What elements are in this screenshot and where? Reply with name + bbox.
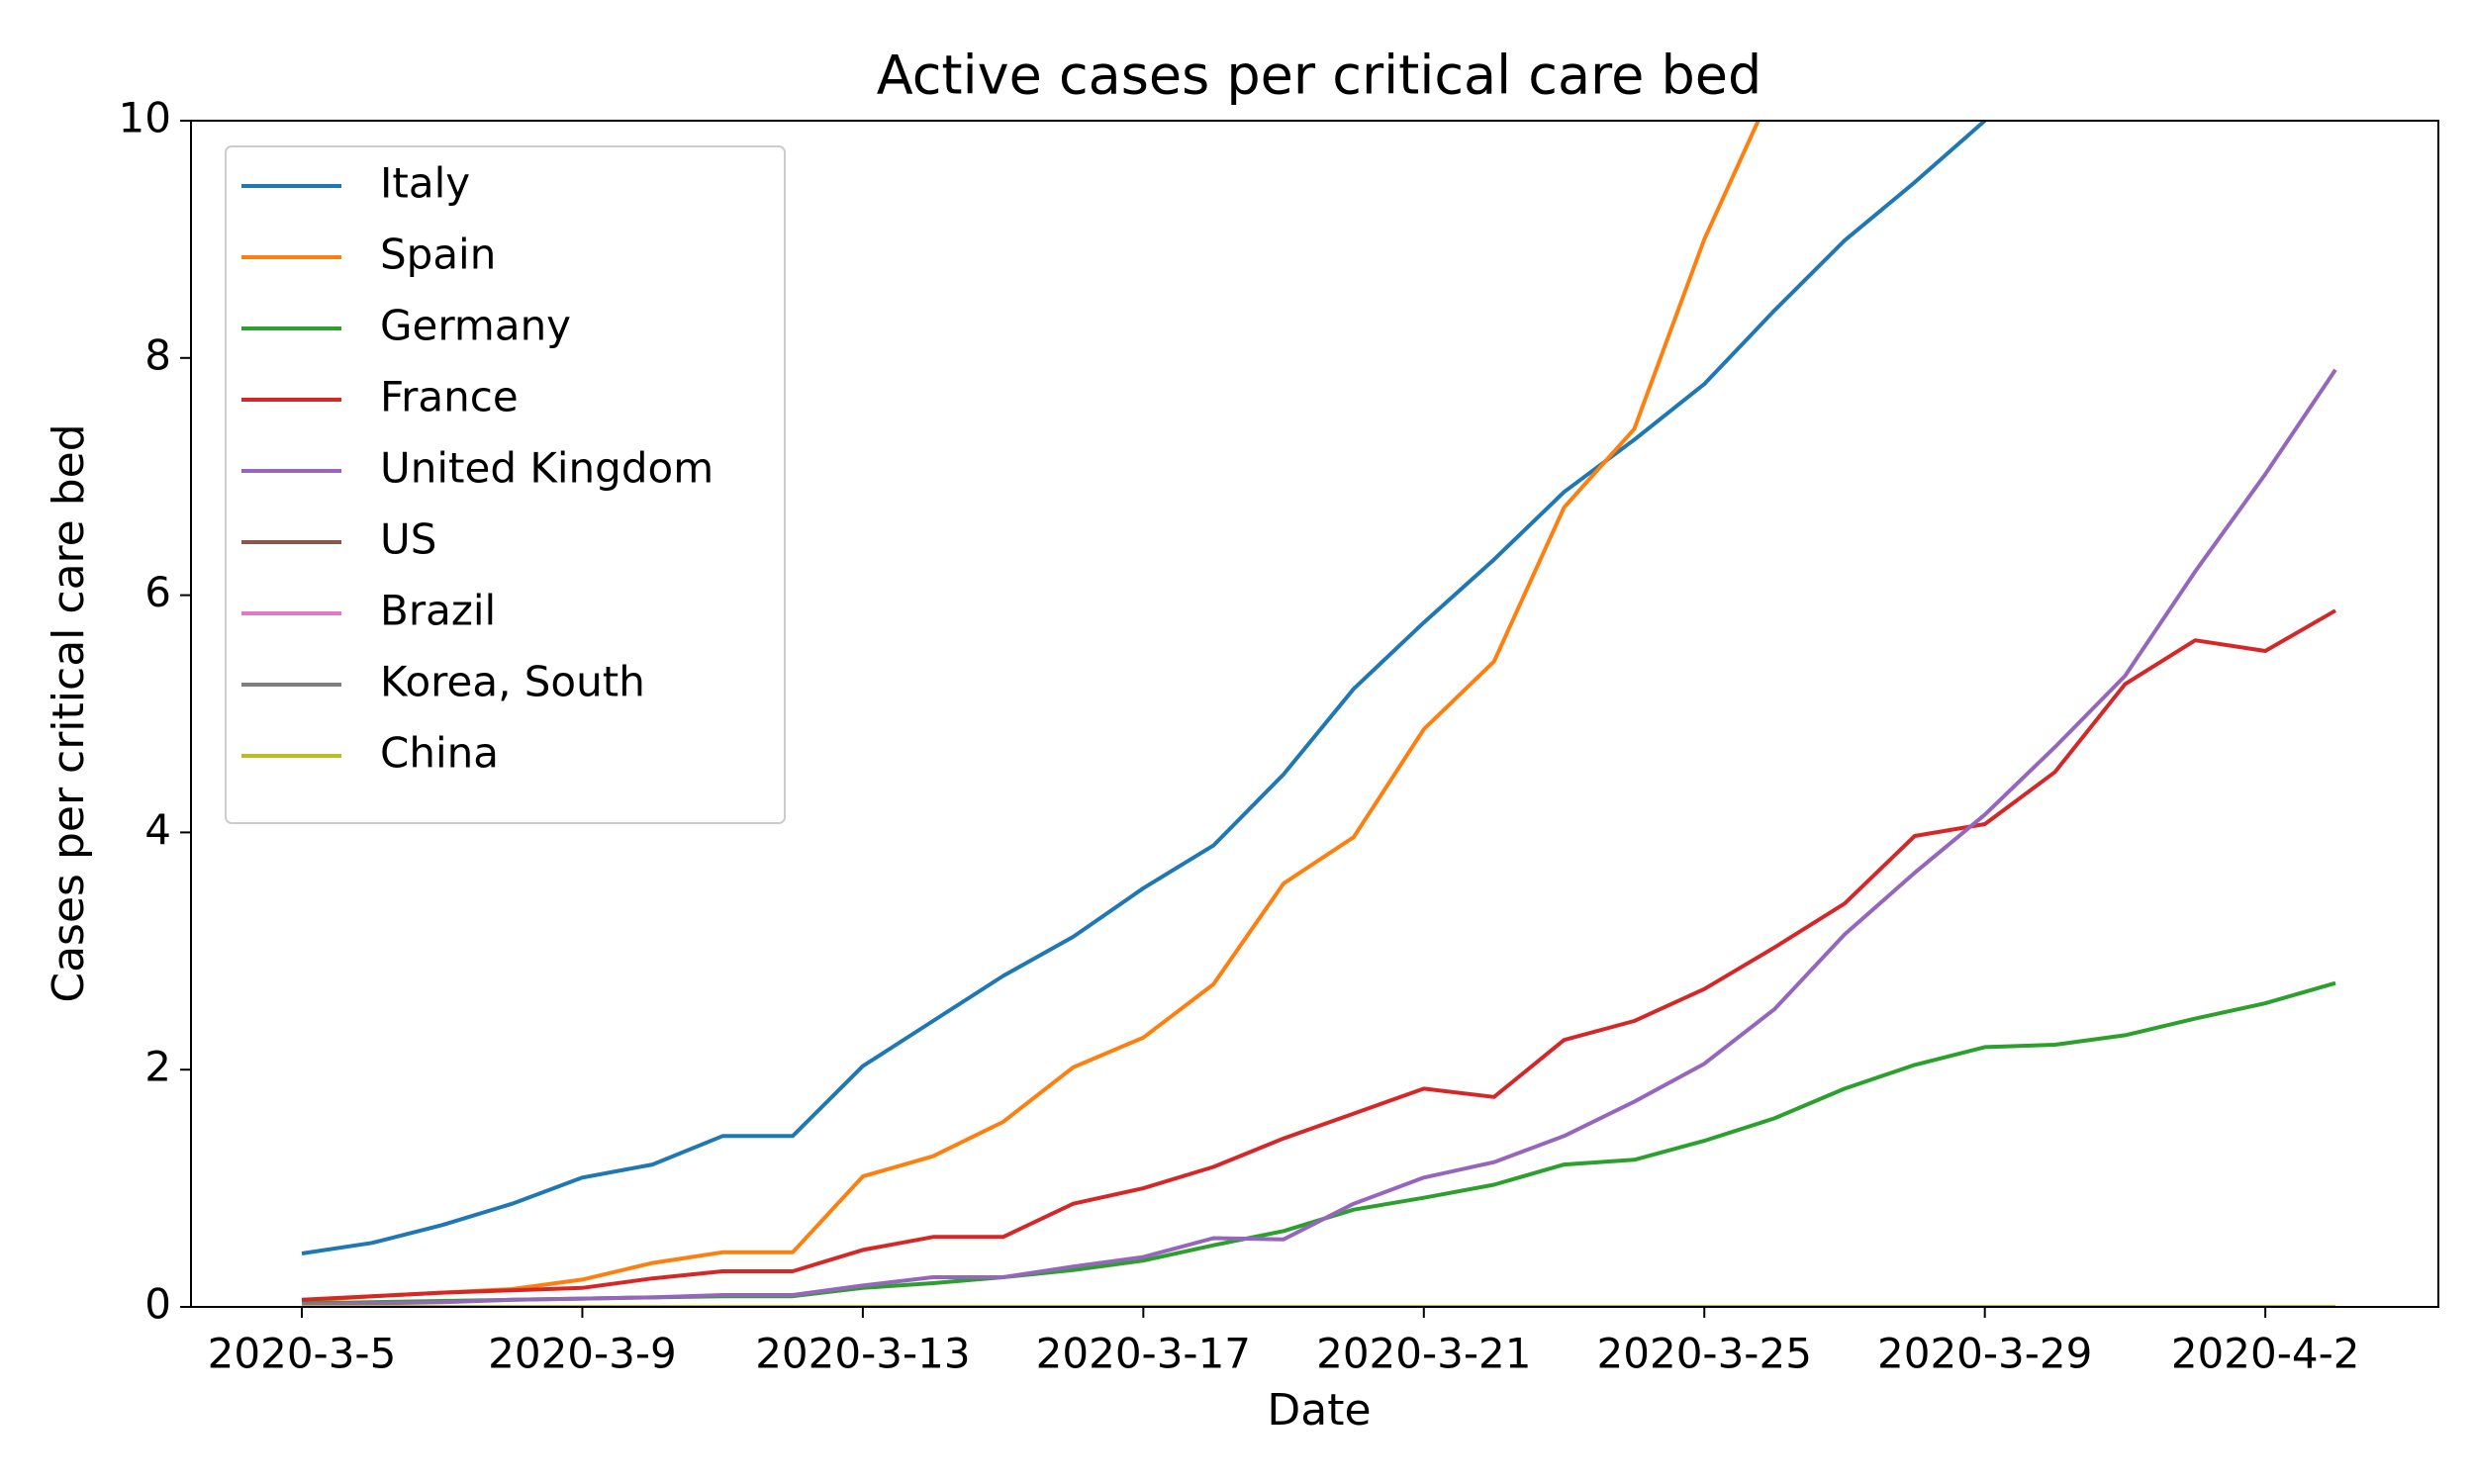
y-tick-label: 2 [144,1043,171,1091]
x-tick-label: 2020-3-21 [1316,1330,1531,1378]
x-tick-label: 2020-3-17 [1036,1330,1251,1378]
series-line [301,121,1760,1303]
x-axis-label: Date [1267,1385,1371,1436]
x-tick-label: 2020-3-25 [1597,1330,1812,1378]
legend-label: Italy [380,159,470,208]
series-line [301,980,2336,1306]
y-tick-label: 6 [144,568,171,616]
legend-label: United Kingdom [380,444,714,493]
series-line [301,608,2336,1302]
y-tick-label: 0 [144,1280,171,1329]
x-tick-label: 2020-3-5 [208,1330,397,1378]
chart-title: Active cases per critical care bed [877,45,1761,107]
y-tick-label: 8 [144,330,171,379]
x-tick-label: 2020-3-29 [1877,1330,2092,1378]
legend-label: China [380,729,499,778]
legend-label: Spain [380,231,496,279]
legend-label: Korea, South [380,658,645,706]
x-tick-label: 2020-3-9 [488,1330,677,1378]
legend-label: Brazil [380,587,496,635]
series-line [301,368,2337,1307]
legend-label: Germany [380,302,571,350]
x-tick-label: 2020-3-13 [755,1330,970,1378]
legend-label: France [380,373,519,421]
y-axis-label: Cases per critical care bed [44,423,94,1002]
plot-frame [190,120,2439,1308]
y-tick-label: 10 [119,94,171,142]
legend-label: US [380,515,436,564]
x-tick-label: 2020-4-2 [2171,1330,2360,1378]
y-tick-label: 4 [144,805,171,854]
legend-box [225,145,786,824]
series-line [301,121,1988,1255]
